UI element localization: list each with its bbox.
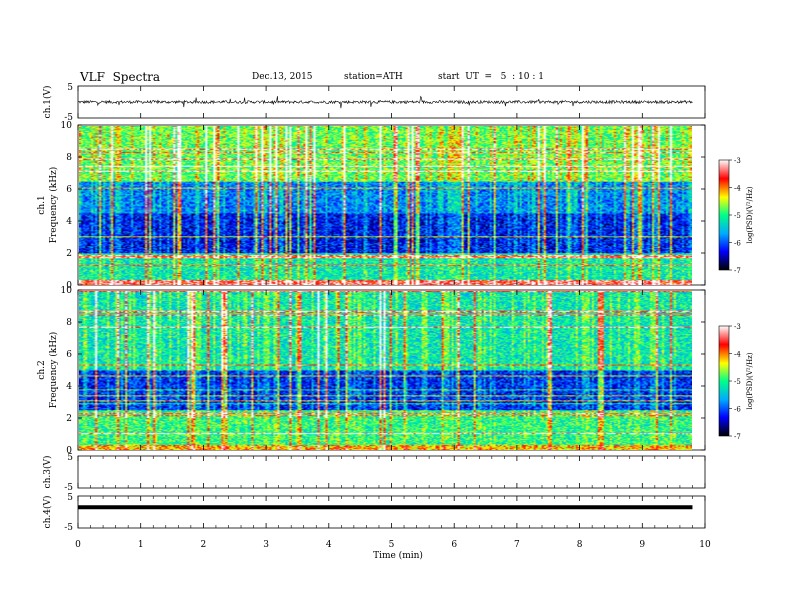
ch2-freq-ytick-label: 0 (66, 446, 72, 456)
time-axis: 0 1 2 3 4 5 6 7 8 9 10 (75, 86, 711, 550)
ch1-colorbar-tick-label: -4 (734, 185, 741, 193)
date-label: Dec.13, 2015 (252, 72, 313, 82)
ch2-colorbar-tick-label: -5 (734, 378, 741, 386)
ch2-colorbar-label: log(PSD)(V²/Hz) (746, 352, 754, 409)
ch2-colorbar (718, 325, 730, 437)
ch1-colorbar-tick-label: -3 (734, 157, 741, 165)
ch2-freq-ytick-label: 6 (66, 350, 72, 360)
ch2-freq-ytick-label: 2 (66, 414, 72, 424)
ch2-colorbar-tick-label: -4 (734, 351, 741, 359)
ch1-colorbar-tick-label: -7 (734, 267, 741, 275)
ch1-colorbar-tick-label: -6 (734, 240, 741, 248)
ch1-freq-ytick-label: 2 (66, 249, 72, 259)
ch3-ytick-top: 5 (67, 453, 73, 463)
ch4-ytick-bottom: -5 (64, 523, 73, 533)
ch3-waveform-panel: 5 -5 ch.3(V) (42, 453, 706, 493)
x-tick-label: 1 (138, 540, 144, 550)
start-time-label: start UT = 5 : 10 : 1 (438, 72, 544, 82)
ch2-channel-label: ch.2 (37, 360, 47, 379)
station-label: station=ATH (344, 72, 403, 82)
x-tick-label: 10 (699, 540, 711, 550)
ch1-freq-ytick-label: 6 (66, 185, 72, 195)
ch2-freq-ytick-label: 8 (66, 318, 72, 328)
ch1-waveform-line (78, 95, 693, 109)
figure-title: VLF Spectra (80, 70, 161, 84)
x-tick-label: 2 (201, 540, 207, 550)
x-tick-label: 9 (639, 540, 645, 550)
ch2-colorbar-tick-label: -7 (734, 433, 741, 441)
ch1-ytick-top: 5 (67, 83, 73, 93)
ch2-colorbar-tick-label: -6 (734, 406, 741, 414)
ch2-colorbar-tick-label: -3 (734, 323, 741, 331)
ch1-channel-label: ch.1 (37, 195, 47, 214)
ch3-ytick-bottom: -5 (64, 483, 73, 493)
x-tick-label: 8 (577, 540, 583, 550)
ch2-freq-ylabel: Frequency (kHz) (48, 332, 59, 409)
ch4-ytick-top: 5 (67, 493, 73, 503)
ch1-freq-ytick-label: 0 (66, 281, 72, 291)
ch1-freq-ytick-label: 8 (66, 153, 72, 163)
ch2-spectrogram-image (79, 291, 692, 450)
ch2-freq-ytick-label: 4 (66, 382, 72, 392)
x-tick-label: 4 (326, 540, 332, 550)
ch4-waveform-panel: 5 -5 ch.4(V) (42, 493, 706, 533)
ch1-waveform-panel: 5 -5 ch.1(V) (42, 83, 706, 123)
ch1-ytick-bottom: -5 (64, 113, 73, 123)
ch1-freq-ytick-label: 10 (61, 121, 73, 131)
ch1-freq-ylabel: Frequency (kHz) (48, 167, 59, 244)
ch3-ylabel: ch.3(V) (42, 456, 53, 489)
x-axis-label: Time (min) (373, 550, 423, 561)
x-tick-label: 3 (263, 540, 269, 550)
x-tick-label: 0 (75, 540, 81, 550)
ch2-freq-ytick-label: 10 (61, 286, 73, 296)
ch1-colorbar-tick-label: -5 (734, 212, 741, 220)
ch1-spectrogram-image (79, 126, 692, 285)
ch1-colorbar-label: log(PSD)(V²/Hz) (746, 186, 754, 243)
x-tick-label: 5 (389, 540, 395, 550)
ch1-wave-ylabel: ch.1(V) (42, 86, 53, 119)
ch1-colorbar (718, 159, 730, 271)
ch1-freq-ytick-label: 4 (66, 217, 72, 227)
ch4-ylabel: ch.4(V) (42, 496, 53, 529)
x-tick-label: 6 (451, 540, 457, 550)
x-tick-label: 7 (514, 540, 520, 550)
